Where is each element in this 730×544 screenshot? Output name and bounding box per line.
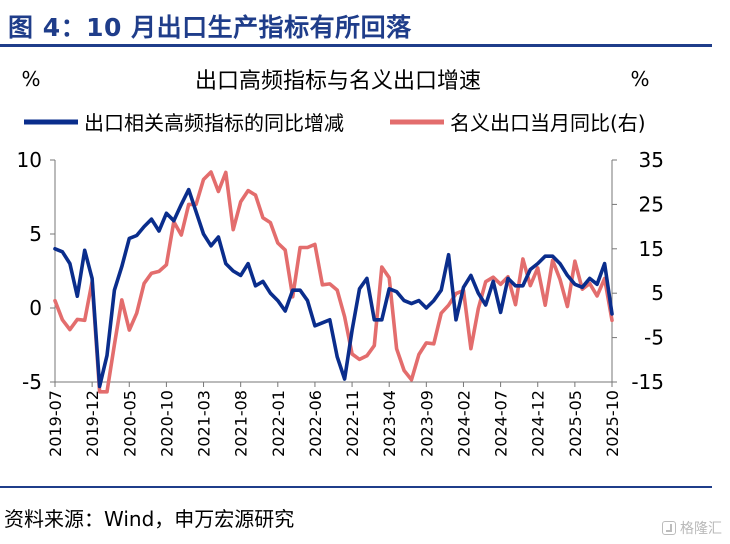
right-tick-label: -15 bbox=[631, 370, 664, 394]
watermark-text: 格隆汇 bbox=[680, 521, 722, 537]
right-tick-label: 15 bbox=[639, 237, 664, 261]
x-tick-label: 2023-04 bbox=[380, 390, 399, 457]
x-tick-label: 2020-10 bbox=[157, 390, 176, 457]
header-rule bbox=[0, 44, 712, 47]
x-tick-label: 2024-07 bbox=[492, 390, 511, 457]
right-tick-label: 25 bbox=[639, 192, 664, 216]
x-tick-label: 2024-12 bbox=[529, 390, 548, 457]
watermark-logo-icon bbox=[662, 521, 676, 535]
x-tick-label: 2025-10 bbox=[603, 390, 622, 457]
left-tick-label: 5 bbox=[29, 222, 42, 246]
right-axis-unit: % bbox=[630, 67, 649, 91]
x-tick-label: 2021-03 bbox=[195, 390, 214, 457]
x-tick-label: 2024-02 bbox=[454, 390, 473, 457]
right-tick-label: 5 bbox=[651, 281, 664, 305]
legend-label-red: 名义出口当月同比(右) bbox=[450, 111, 646, 135]
chart-title: 出口高频指标与名义出口增速 bbox=[195, 69, 481, 94]
figure-title: 图 4：10 月出口生产指标有所回落 bbox=[8, 13, 412, 42]
figure-header: 图 4：10 月出口生产指标有所回落 bbox=[0, 0, 730, 44]
x-tick-label: 2022-11 bbox=[343, 390, 362, 457]
source-note: 资料来源：Wind，申万宏源研究 bbox=[4, 507, 295, 531]
legend-label-blue: 出口相关高频指标的同比增减 bbox=[84, 111, 344, 135]
left-axis-unit: % bbox=[21, 67, 40, 91]
axes: 10 5 0 -5 35 25 15 5 -5 -15 2019-07 2019-12 2020-05 2… bbox=[17, 148, 664, 457]
series-lines bbox=[53, 170, 614, 394]
x-tick-label: 2025-05 bbox=[566, 390, 585, 457]
line-chart: % % 出口高频指标与名义出口增速 出口相关高频指标的同比增减 名义出口当月同比… bbox=[17, 67, 664, 457]
left-tick-label: 10 bbox=[17, 148, 42, 172]
footer-rule bbox=[0, 486, 712, 488]
x-tick-label: 2019-12 bbox=[83, 390, 102, 457]
x-tick-label: 2022-06 bbox=[306, 390, 325, 457]
series-line-nominal-export-yoy bbox=[53, 170, 614, 394]
x-tick-label: 2022-01 bbox=[269, 390, 288, 457]
right-tick-label: 35 bbox=[639, 148, 664, 172]
watermark: 格隆汇 bbox=[662, 518, 722, 538]
left-tick-label: 0 bbox=[29, 296, 42, 320]
x-tick-label: 2021-08 bbox=[232, 390, 251, 457]
right-tick-label: -5 bbox=[644, 326, 664, 350]
legend: 出口相关高频指标的同比增减 名义出口当月同比(右) bbox=[24, 111, 646, 135]
x-tick-label: 2020-05 bbox=[120, 390, 139, 457]
series-line-export-high-frequency bbox=[53, 187, 614, 389]
left-tick-label: -5 bbox=[22, 370, 42, 394]
x-tick-label: 2023-09 bbox=[417, 390, 436, 457]
x-tick-label: 2019-07 bbox=[46, 390, 65, 457]
